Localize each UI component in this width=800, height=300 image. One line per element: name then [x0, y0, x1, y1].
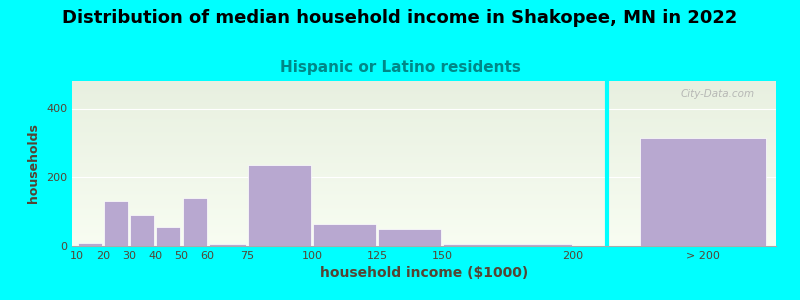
Bar: [209, 244, 246, 246]
Bar: [443, 244, 571, 246]
Bar: [78, 243, 102, 246]
Bar: [104, 201, 128, 246]
Text: City-Data.com: City-Data.com: [681, 89, 755, 99]
Bar: [378, 229, 442, 246]
Bar: [641, 138, 766, 246]
Bar: [313, 224, 376, 246]
Bar: [157, 227, 181, 246]
Bar: [182, 198, 206, 246]
Text: Hispanic or Latino residents: Hispanic or Latino residents: [279, 60, 521, 75]
Bar: [130, 215, 154, 246]
X-axis label: household income ($1000): household income ($1000): [320, 266, 528, 280]
Text: Distribution of median household income in Shakopee, MN in 2022: Distribution of median household income …: [62, 9, 738, 27]
Bar: [248, 165, 311, 246]
Y-axis label: households: households: [27, 124, 41, 203]
